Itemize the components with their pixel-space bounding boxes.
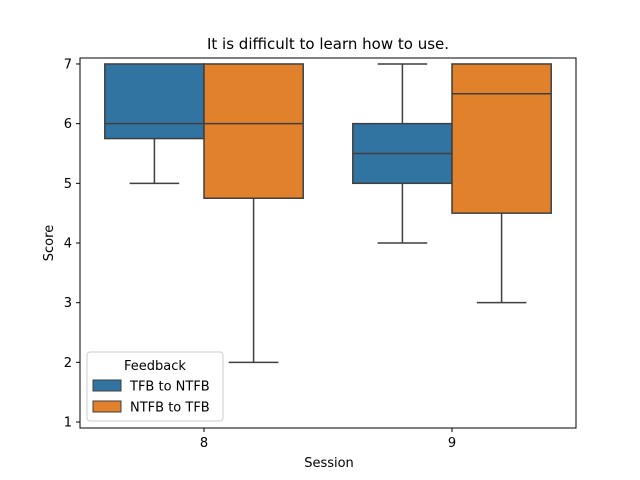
x-tick-label: 8: [200, 436, 208, 451]
legend-swatch: [92, 400, 122, 413]
y-axis-label: Score: [42, 225, 57, 261]
plot-frame: [79, 57, 577, 429]
y-tick-label: 2: [64, 356, 72, 371]
y-tick-label: 1: [64, 416, 72, 431]
y-axis: 1 2 3 4 5 6 7: [64, 57, 80, 431]
y-tick-label: 5: [64, 177, 72, 192]
chart-title: It is difficult to learn how to use.: [207, 35, 449, 53]
box-body: [104, 63, 205, 140]
x-tick-label: 9: [448, 436, 456, 451]
y-tick-label: 4: [64, 237, 72, 252]
y-tick-label: 3: [64, 296, 72, 311]
y-tick-label: 7: [64, 57, 72, 72]
legend-entry-label: TFB to NTFB: [129, 380, 210, 395]
box-ntfb-to-tfb-8: [203, 63, 304, 364]
plot-area: [104, 63, 552, 364]
box-ntfb-to-tfb-9: [451, 63, 552, 304]
legend-swatch: [92, 379, 122, 392]
box-tfb-to-ntfb-8: [104, 63, 205, 185]
box-body: [203, 63, 304, 199]
box-tfb-to-ntfb-9: [352, 63, 453, 244]
legend: Feedback TFB to NTFB NTFB to TFB: [86, 351, 224, 422]
y-tick-label: 6: [64, 117, 72, 132]
x-axis-label: Session: [304, 456, 354, 471]
box-body: [451, 63, 552, 214]
legend-entry-label: NTFB to TFB: [130, 401, 210, 416]
legend-title: Feedback: [124, 359, 186, 374]
